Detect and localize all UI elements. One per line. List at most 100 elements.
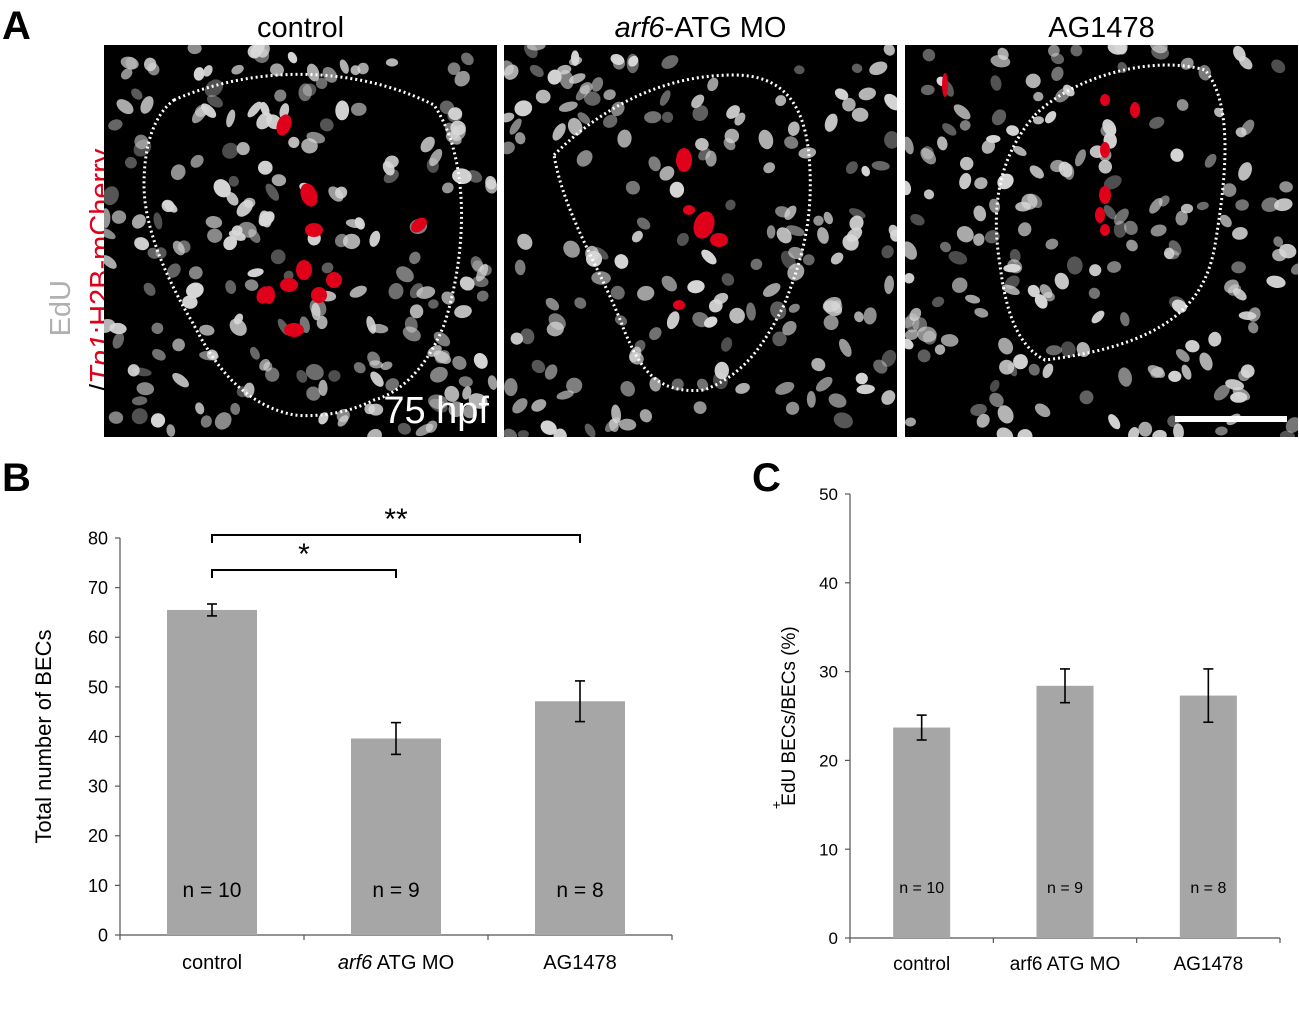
mcherry-cell bbox=[1100, 224, 1110, 236]
nucleus bbox=[231, 64, 244, 75]
nucleus bbox=[989, 379, 1000, 392]
nucleus bbox=[721, 337, 733, 352]
nucleus bbox=[120, 56, 139, 70]
nucleus bbox=[851, 63, 863, 73]
nucleus bbox=[883, 45, 895, 56]
nucleus bbox=[787, 263, 805, 281]
nucleus bbox=[1103, 205, 1117, 220]
mcherry-cell bbox=[284, 323, 304, 337]
nucleus bbox=[514, 100, 533, 117]
nucleus bbox=[309, 298, 327, 317]
y-axis-label-superscript: + bbox=[768, 801, 784, 809]
nucleus bbox=[249, 346, 260, 360]
nucleus bbox=[454, 70, 470, 87]
nucleus bbox=[296, 370, 308, 383]
nucleus bbox=[1271, 59, 1286, 74]
nucleus bbox=[409, 251, 421, 265]
nucleus bbox=[871, 161, 890, 171]
nucleus bbox=[1248, 307, 1261, 322]
nucleus bbox=[433, 331, 451, 347]
nucleus bbox=[1168, 240, 1182, 256]
nucleus bbox=[923, 189, 935, 200]
y-tick-label: 30 bbox=[88, 777, 108, 797]
nucleus bbox=[828, 393, 847, 408]
nucleus bbox=[618, 418, 637, 431]
nucleus bbox=[1004, 275, 1020, 290]
nucleus bbox=[270, 249, 286, 265]
nucleus bbox=[448, 401, 465, 418]
nucleus bbox=[305, 364, 324, 381]
nucleus bbox=[881, 349, 897, 367]
nucleus bbox=[851, 107, 869, 122]
nucleus bbox=[463, 405, 477, 419]
nucleus bbox=[1088, 287, 1101, 299]
nucleus bbox=[1075, 149, 1086, 167]
mcherry-cell bbox=[942, 73, 948, 97]
nucleus bbox=[258, 211, 275, 227]
category-label: control bbox=[893, 954, 950, 975]
nucleus bbox=[998, 337, 1014, 355]
y-tick-label: 20 bbox=[88, 826, 108, 846]
bar bbox=[893, 727, 951, 938]
nucleus bbox=[584, 423, 596, 437]
nucleus bbox=[170, 164, 186, 181]
nucleus bbox=[473, 352, 488, 369]
nucleus bbox=[1222, 183, 1237, 197]
nucleus bbox=[512, 398, 528, 414]
mcherry-cell bbox=[683, 205, 695, 215]
nucleus bbox=[140, 96, 154, 114]
nucleus bbox=[134, 134, 149, 150]
nucleus bbox=[127, 364, 140, 377]
nucleus bbox=[833, 412, 853, 429]
nucleus bbox=[1185, 340, 1200, 353]
nucleus bbox=[428, 394, 448, 410]
nucleus bbox=[402, 326, 421, 342]
nucleus bbox=[593, 247, 609, 260]
label-edu: EdU bbox=[45, 280, 77, 336]
nucleus bbox=[637, 285, 655, 301]
nucleus bbox=[775, 95, 787, 107]
nucleus bbox=[559, 69, 574, 90]
nucleus bbox=[917, 326, 937, 343]
nucleus bbox=[206, 95, 223, 108]
nucleus bbox=[839, 338, 852, 357]
panel-letter-c: C bbox=[752, 456, 781, 500]
nucleus bbox=[617, 129, 632, 148]
nucleus bbox=[842, 97, 856, 112]
nucleus bbox=[614, 254, 629, 269]
nucleus bbox=[942, 123, 957, 136]
nucleus bbox=[153, 212, 163, 230]
nucleus bbox=[766, 225, 776, 239]
nucleus bbox=[815, 376, 833, 392]
nucleus bbox=[207, 228, 223, 243]
nucleus bbox=[884, 93, 897, 111]
nucleus bbox=[881, 245, 894, 259]
nucleus bbox=[1009, 249, 1021, 263]
nucleus bbox=[1285, 417, 1298, 433]
nucleus bbox=[454, 305, 472, 319]
nucleus bbox=[108, 411, 124, 424]
nucleus bbox=[244, 279, 259, 291]
nucleus bbox=[426, 157, 439, 173]
nucleus bbox=[222, 142, 239, 159]
nucleus bbox=[404, 316, 418, 333]
nucleus bbox=[569, 56, 583, 66]
nucleus bbox=[1152, 429, 1167, 437]
nucleus bbox=[1175, 348, 1190, 363]
nucleus bbox=[430, 366, 448, 383]
category-label: AG1478 bbox=[1173, 954, 1243, 975]
nucleus bbox=[380, 361, 393, 371]
nucleus bbox=[905, 273, 915, 284]
nucleus bbox=[1149, 197, 1163, 214]
nucleus bbox=[1120, 312, 1130, 327]
nucleus bbox=[817, 227, 829, 244]
nucleus bbox=[999, 359, 1015, 375]
mcherry-cell bbox=[693, 211, 715, 239]
nucleus bbox=[328, 370, 341, 382]
nucleus bbox=[858, 87, 876, 101]
nucleus bbox=[948, 251, 968, 265]
nucleus bbox=[274, 89, 287, 102]
nucleus bbox=[909, 307, 922, 322]
nucleus bbox=[973, 233, 985, 246]
nucleus bbox=[1044, 111, 1057, 124]
